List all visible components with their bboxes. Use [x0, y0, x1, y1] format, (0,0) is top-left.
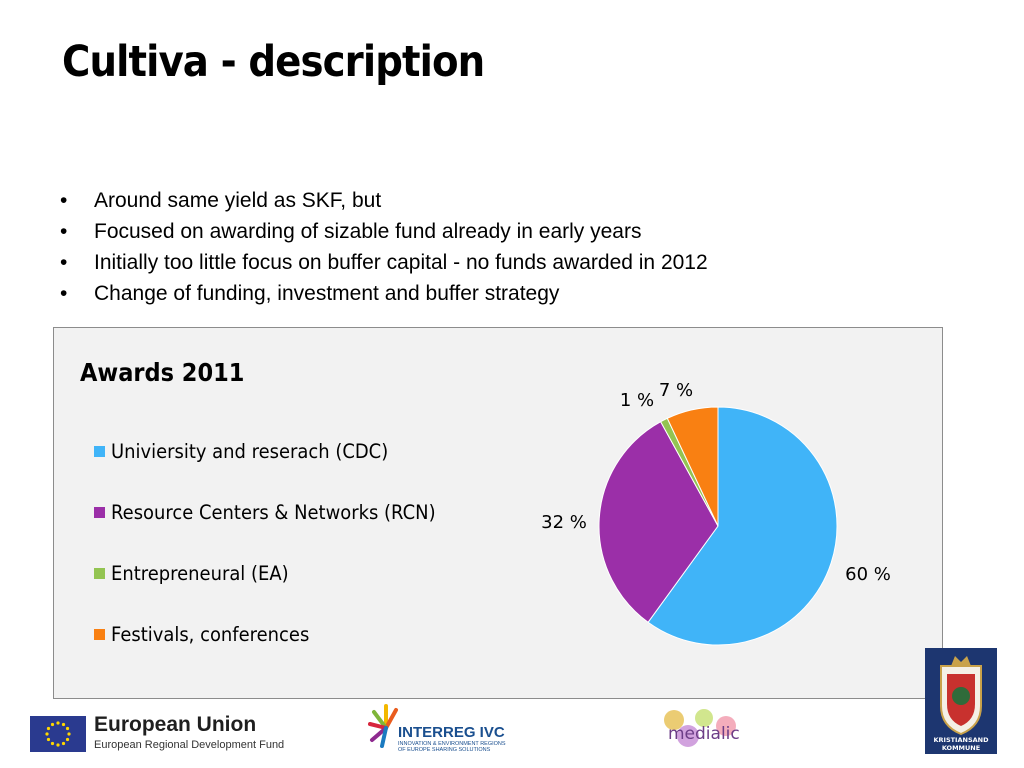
bullet-text: Change of funding, investment and buffer…	[94, 282, 560, 305]
chart-legend: Univiersity and reserach (CDC) Resource …	[94, 440, 464, 684]
eu-subtitle: European Regional Development Fund	[94, 739, 285, 751]
bullet-glyph: •	[60, 251, 68, 274]
eu-star-icon	[67, 732, 71, 736]
eu-name: European Union	[94, 713, 257, 736]
eu-star-icon	[56, 743, 60, 747]
bullet-item: • Focused on awarding of sizable fund alr…	[58, 216, 708, 247]
pie-slice	[598, 421, 719, 623]
pie-data-label: 32 %	[541, 512, 587, 533]
eu-flag-logo	[30, 716, 86, 752]
bullet-glyph: •	[60, 282, 68, 305]
eu-star-icon	[65, 726, 70, 731]
eu-star-icon	[56, 721, 60, 725]
eu-star-icon	[50, 722, 55, 727]
pie-chart: 60 % 32 % 1 % 7 %	[541, 380, 891, 646]
interreg-burst-icon	[368, 704, 398, 748]
interreg-name: INTERREG IVC	[398, 724, 505, 741]
legend-label: Resource Centers & Networks (RCN)	[111, 501, 436, 524]
legend-label: Entrepreneural (EA)	[111, 562, 289, 585]
legend-label: Univiersity and reserach (CDC)	[111, 440, 389, 463]
interreg-logo-text: INTERREG IVC INNOVATION & ENVIRONMENT RE…	[398, 724, 508, 753]
eu-logo-text: European Union European Regional Develop…	[94, 713, 284, 751]
eu-star-icon	[46, 726, 51, 731]
pie-data-label: 60 %	[845, 564, 891, 585]
kristiansand-name: KRISTIANSAND	[933, 736, 989, 744]
bullet-glyph: •	[60, 189, 68, 212]
kommune-name: KOMMUNE	[942, 744, 980, 752]
legend-swatch	[94, 568, 105, 579]
eu-star-icon	[45, 732, 49, 736]
bullet-item: • Initially too little focus on buffer ca…	[58, 247, 708, 278]
eu-star-icon	[46, 737, 51, 742]
medialic-logo: medialic	[664, 709, 740, 747]
kristiansand-crest-logo: KRISTIANSAND KOMMUNE	[925, 648, 997, 754]
eu-star-icon	[50, 741, 55, 746]
chart-title: Awards 2011	[80, 358, 245, 387]
pie-slice	[666, 406, 719, 527]
legend-item: Festivals, conferences	[94, 623, 464, 684]
legend-swatch	[94, 507, 105, 518]
bullet-text: Focused on awarding of sizable fund alre…	[94, 220, 642, 243]
pie-slice	[647, 406, 838, 646]
chart-area: Awards 2011 Univiersity and reserach (CD…	[53, 327, 943, 699]
pie-data-label: 7 %	[659, 380, 693, 401]
pie-data-label: 1 %	[620, 390, 654, 411]
legend-swatch	[94, 629, 105, 640]
legend-item: Resource Centers & Networks (RCN)	[94, 501, 464, 562]
legend-swatch	[94, 446, 105, 457]
legend-label: Festivals, conferences	[111, 623, 310, 646]
bullet-glyph: •	[60, 220, 68, 243]
interreg-subtitle: INNOVATION & ENVIRONMENT REGIONS OF EURO…	[398, 741, 506, 753]
bullet-text: Around same yield as SKF, but	[94, 189, 382, 212]
bullet-list: • Around same yield as SKF, but • Focused …	[58, 185, 708, 309]
legend-item: Univiersity and reserach (CDC)	[94, 440, 464, 501]
slide-title: Cultiva - description	[62, 37, 485, 87]
bullet-text: Initially too little focus on buffer cap…	[94, 251, 708, 274]
bullet-item: • Around same yield as SKF, but	[58, 185, 708, 216]
eu-star-icon	[61, 741, 66, 746]
eu-star-icon	[61, 722, 66, 727]
bullet-item: • Change of funding, investment and buffe…	[58, 278, 708, 309]
eu-star-icon	[65, 737, 70, 742]
medialic-wordmark: medialic	[668, 724, 740, 744]
legend-item: Entrepreneural (EA)	[94, 562, 464, 623]
